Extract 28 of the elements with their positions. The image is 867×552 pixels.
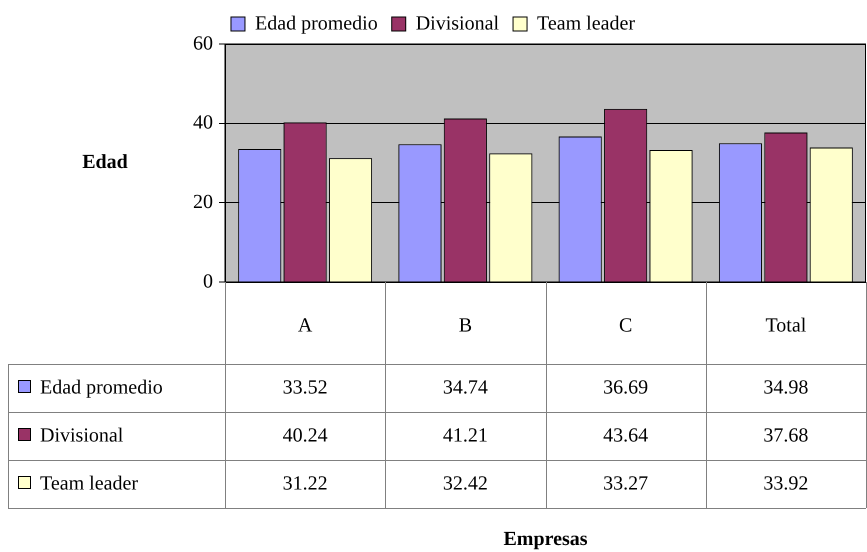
data-label: 36.69 <box>603 376 648 398</box>
data-label: 32.42 <box>442 472 488 494</box>
text: Divisional <box>40 424 124 446</box>
x-tick-label: C <box>618 314 632 336</box>
data-label: 33.92 <box>763 472 808 494</box>
data-label: 40.24 <box>282 424 328 446</box>
y-tick-label: 40 <box>193 112 213 134</box>
text: Edad promedio <box>40 376 163 398</box>
y-axis-title: Edad <box>82 151 128 174</box>
data-label: 34.74 <box>442 376 488 398</box>
data-label: 43.64 <box>603 424 648 446</box>
data-label: 37.68 <box>763 424 808 446</box>
data-label: 41.21 <box>442 424 488 446</box>
x-tick-label: A <box>298 314 313 336</box>
x-tick-label: B <box>458 314 472 336</box>
data-label: 33.52 <box>282 376 328 398</box>
legend-label: Divisional <box>416 12 500 34</box>
y-tick-label: 0 <box>203 270 213 292</box>
x-tick-label: Total <box>765 314 807 336</box>
legend-label: Team leader <box>537 12 636 34</box>
text: Team leader <box>40 472 138 494</box>
data-label: 33.27 <box>603 472 648 494</box>
data-label: 31.22 <box>282 472 328 494</box>
y-tick-label: 60 <box>193 32 213 54</box>
data-label: 34.98 <box>763 376 808 398</box>
y-tick-label: 20 <box>193 190 213 213</box>
text: Empresas <box>503 528 588 550</box>
legend-label: Edad promedio <box>254 12 378 34</box>
